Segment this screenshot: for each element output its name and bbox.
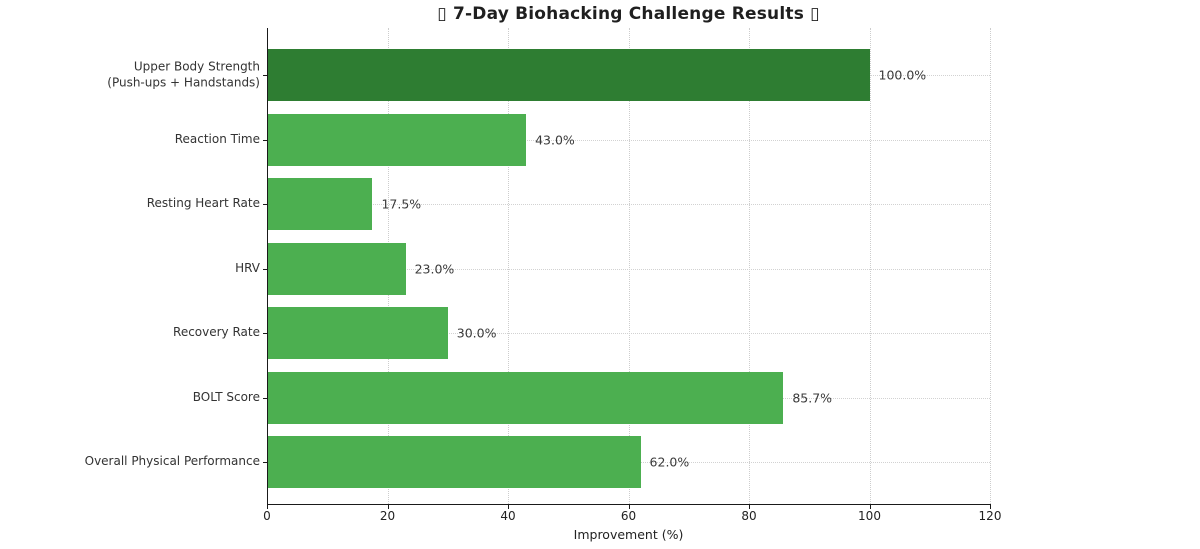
x-tick-mark — [628, 504, 630, 509]
bar-value-label: 62.0% — [649, 454, 690, 470]
x-tick-mark — [387, 504, 389, 509]
x-tick-mark — [508, 504, 509, 509]
y-tick-label: BOLT Score — [192, 389, 260, 404]
x-tick-label: 40 — [500, 509, 516, 523]
bar — [267, 436, 641, 488]
x-tick-mark — [749, 504, 750, 509]
vertical-gridline — [990, 28, 991, 504]
bar-value-label: 30.0% — [456, 325, 497, 341]
vertical-gridline — [508, 28, 509, 504]
x-tick-label: 60 — [620, 509, 637, 523]
x-axis-label: Improvement (%) — [573, 527, 684, 542]
y-tick-mark — [263, 139, 267, 141]
y-tick-label: Upper Body Strength (Push-ups + Handstan… — [107, 59, 260, 89]
x-tick-mark — [869, 504, 871, 509]
x-tick-mark — [990, 504, 991, 509]
y-tick-mark — [263, 397, 267, 399]
horizontal-gridline — [267, 333, 990, 334]
y-tick-label: HRV — [235, 260, 260, 275]
vertical-gridline — [628, 28, 630, 504]
y-axis-spine — [267, 28, 268, 504]
bar-value-label: 17.5% — [381, 196, 422, 212]
bar-value-label: 23.0% — [414, 261, 455, 276]
x-tick-label: 80 — [741, 509, 757, 523]
x-tick-label: 120 — [978, 509, 1002, 523]
x-tick-mark — [267, 504, 268, 509]
x-tick-label: 100 — [858, 509, 881, 523]
bar — [267, 178, 373, 230]
x-tick-label: 20 — [379, 509, 396, 523]
chart-title: ▯ 7-Day Biohacking Challenge Results ▯ — [437, 4, 820, 24]
y-tick-mark — [263, 462, 267, 463]
x-tick-label: 0 — [263, 509, 271, 523]
y-tick-mark — [263, 333, 267, 334]
bar-value-label: 100.0% — [878, 67, 927, 83]
horizontal-gridline — [267, 204, 990, 205]
bar — [267, 307, 448, 359]
vertical-gridline — [749, 28, 750, 504]
y-tick-mark — [263, 204, 267, 205]
horizontal-gridline — [267, 139, 990, 141]
bar — [267, 113, 527, 166]
y-tick-label: Recovery Rate — [173, 325, 260, 340]
vertical-gridline — [869, 28, 871, 504]
bar-value-label: 85.7% — [792, 390, 833, 405]
bar-value-label: 43.0% — [535, 132, 575, 147]
y-tick-label: Reaction Time — [174, 131, 260, 146]
y-tick-label: Overall Physical Performance — [84, 454, 260, 469]
bar — [267, 371, 784, 424]
horizontal-gridline — [267, 268, 990, 270]
bar — [267, 49, 870, 101]
y-tick-mark — [263, 268, 267, 270]
bar — [267, 242, 406, 295]
y-tick-label: Resting Heart Rate — [146, 196, 260, 211]
y-tick-mark — [263, 75, 267, 76]
